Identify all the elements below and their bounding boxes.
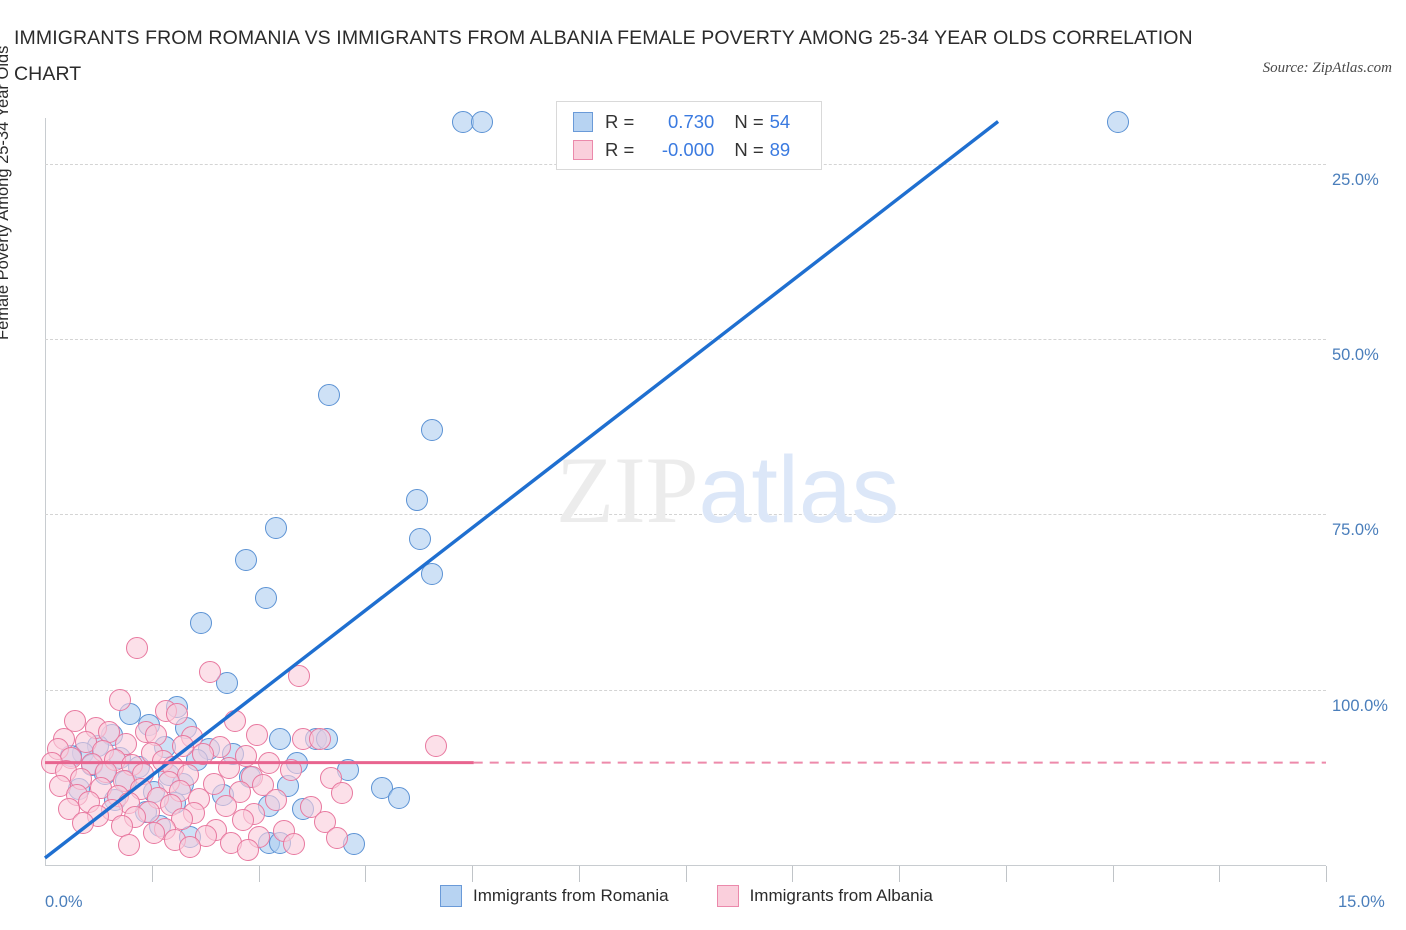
scatter-point[interactable] bbox=[331, 782, 354, 805]
scatter-point[interactable] bbox=[1106, 110, 1129, 133]
stat-n-label-albania: N = bbox=[734, 139, 764, 160]
x-tick-11.25 bbox=[1005, 866, 1007, 882]
scatter-point[interactable] bbox=[245, 724, 268, 747]
scatter-point[interactable] bbox=[420, 419, 443, 442]
legend-item-albania[interactable]: Immigrants from Albania bbox=[716, 885, 933, 907]
scatter-point[interactable] bbox=[72, 811, 95, 834]
scatter-point[interactable] bbox=[117, 834, 140, 857]
series-legend: Immigrants from Romania Immigrants from … bbox=[440, 885, 971, 907]
gridline-75 bbox=[45, 338, 1326, 340]
scatter-point[interactable] bbox=[264, 517, 287, 540]
scatter-point[interactable] bbox=[255, 587, 278, 610]
gridline-50 bbox=[45, 514, 1326, 516]
stat-r-value-romania: 0.730 bbox=[668, 111, 715, 132]
legend-label-albania: Immigrants from Albania bbox=[749, 886, 933, 905]
scatter-point[interactable] bbox=[425, 734, 448, 757]
scatter-point[interactable] bbox=[223, 710, 246, 733]
scatter-point[interactable] bbox=[179, 836, 202, 859]
watermark-atlas: atlas bbox=[698, 437, 900, 543]
x-tick-5 bbox=[472, 866, 473, 882]
stat-n-value-albania: 89 bbox=[769, 139, 791, 160]
x-axis-line bbox=[45, 865, 1326, 866]
x-tick-3.75 bbox=[365, 866, 367, 882]
scatter-point[interactable] bbox=[471, 110, 494, 133]
y-tick-label-25: 100.0% bbox=[1332, 696, 1388, 715]
scatter-point[interactable] bbox=[268, 727, 291, 750]
x-tick-8.75 bbox=[792, 866, 794, 882]
stat-r-value-albania: -0.000 bbox=[661, 139, 715, 160]
stat-n-label-romania: N = bbox=[734, 111, 764, 132]
scatter-point[interactable] bbox=[283, 832, 306, 855]
page-title: IMMIGRANTS FROM ROMANIA VS IMMIGRANTS FR… bbox=[14, 27, 1193, 85]
scatter-point[interactable] bbox=[318, 384, 341, 407]
scatter-point[interactable] bbox=[190, 612, 213, 634]
x-tick-13.75 bbox=[1219, 866, 1221, 882]
stat-row-albania: R = -0.000 N = 89 bbox=[573, 136, 790, 164]
y-tick-label-100: 25.0% bbox=[1332, 170, 1379, 189]
y-axis-title: Female Poverty Among 25-34 Year Olds bbox=[0, 45, 12, 340]
stat-r-label-albania: R = bbox=[605, 139, 635, 160]
stat-swatch-romania bbox=[573, 112, 593, 132]
scatter-point[interactable] bbox=[408, 527, 431, 550]
x-tick-2.5 bbox=[258, 866, 260, 882]
x-axis-min-label: 0.0% bbox=[45, 893, 83, 911]
scatter-point[interactable] bbox=[234, 548, 257, 571]
y-tick-label-75: 50.0% bbox=[1332, 345, 1379, 364]
x-tick-6.25 bbox=[578, 866, 580, 882]
legend-swatch-albania bbox=[716, 885, 739, 907]
x-axis-max-label: 15.0% bbox=[1338, 893, 1385, 911]
scatter-point[interactable] bbox=[406, 489, 429, 512]
scatter-point[interactable] bbox=[288, 664, 311, 687]
legend-item-romania[interactable]: Immigrants from Romania bbox=[440, 885, 669, 907]
source-attribution: Source: ZipAtlas.com bbox=[1262, 60, 1392, 76]
zipatlas-watermark: ZIPatlas bbox=[556, 443, 899, 538]
scatter-point[interactable] bbox=[143, 822, 166, 845]
x-tick-15 bbox=[1326, 866, 1327, 882]
stat-n-value-romania: 54 bbox=[769, 111, 791, 132]
scatter-point[interactable] bbox=[237, 838, 260, 861]
correlation-stats-box: R = 0.730 N = 54 R = -0.000 N = 89 bbox=[556, 101, 822, 170]
x-tick-10 bbox=[899, 866, 900, 882]
stat-swatch-albania bbox=[573, 140, 593, 160]
legend-swatch-romania bbox=[440, 885, 462, 907]
scatter-point[interactable] bbox=[279, 758, 302, 781]
x-tick-12.5 bbox=[1112, 866, 1114, 882]
scatter-point[interactable] bbox=[191, 743, 214, 766]
scatter-point[interactable] bbox=[198, 661, 221, 684]
stat-r-label-romania: R = bbox=[605, 111, 635, 132]
gridline-25 bbox=[45, 689, 1326, 691]
scatter-point[interactable] bbox=[308, 727, 331, 750]
stat-row-romania: R = 0.730 N = 54 bbox=[573, 108, 790, 136]
scatter-point[interactable] bbox=[388, 786, 411, 809]
legend-label-romania: Immigrants from Romania bbox=[473, 886, 669, 905]
x-tick-7.5 bbox=[685, 866, 687, 882]
scatter-point[interactable] bbox=[126, 636, 149, 659]
watermark-zip: ZIP bbox=[556, 437, 699, 543]
x-tick-1.25 bbox=[151, 866, 153, 882]
y-tick-label-50: 75.0% bbox=[1332, 521, 1379, 540]
scatter-point[interactable] bbox=[420, 562, 443, 585]
scatter-point[interactable] bbox=[264, 789, 287, 812]
